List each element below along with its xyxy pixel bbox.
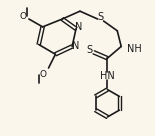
Text: N: N [75,22,83,32]
Text: N: N [72,41,80,51]
Text: O: O [20,12,27,21]
Text: NH: NH [127,44,142,54]
Text: HN: HN [100,71,115,81]
Text: S: S [87,45,93,55]
Text: S: S [97,12,104,22]
Text: O: O [39,70,46,79]
